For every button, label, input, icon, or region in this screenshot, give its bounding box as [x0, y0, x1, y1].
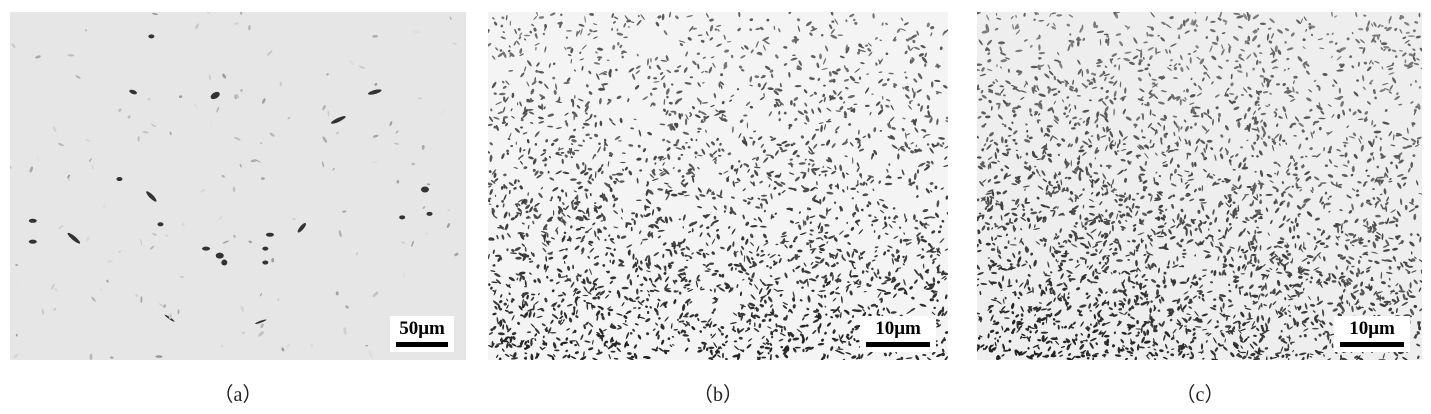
micrograph-panel-b: 10μm [488, 12, 948, 360]
scale-label-c: 10μm [1349, 318, 1395, 339]
scale-bar-a: 50μm [390, 316, 454, 352]
scale-line-b [866, 342, 930, 347]
scale-bar-b: 10μm [860, 316, 936, 352]
scale-label-b: 10μm [875, 318, 921, 339]
caption-a: （a） [213, 384, 263, 406]
scale-bar-c: 10μm [1334, 316, 1410, 352]
micrograph-image-a [10, 12, 459, 360]
micrograph-image-b [488, 12, 948, 360]
scale-label-a: 50μm [399, 318, 445, 339]
caption-b: （b） [693, 384, 743, 406]
micrograph-panel-a: 50μm [10, 12, 466, 360]
scale-line-a [396, 342, 448, 347]
micrograph-panel-c: 10μm [977, 12, 1422, 360]
micrograph-image-c [977, 12, 1422, 360]
caption-c: （c） [1175, 384, 1225, 406]
scale-line-c [1340, 342, 1404, 347]
